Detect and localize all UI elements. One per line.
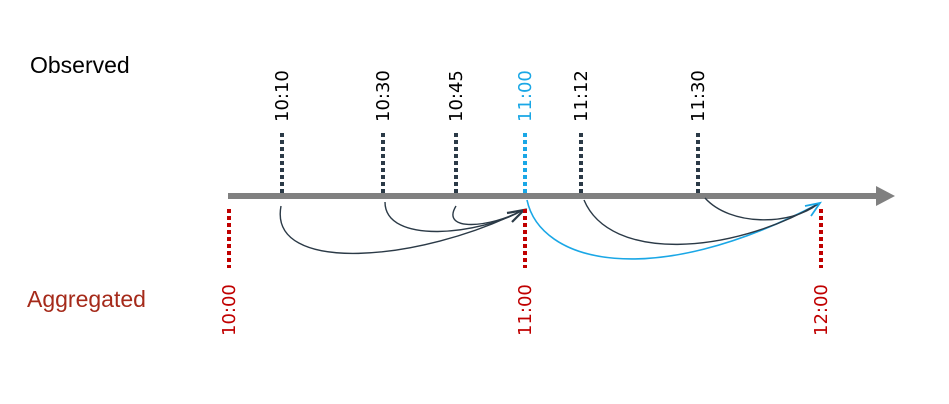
- axis-arrowhead-icon: [876, 186, 895, 206]
- aggregated-time-label: 11:00: [515, 284, 536, 336]
- observed-label: Observed: [30, 52, 130, 78]
- observed-time-label: 10:30: [373, 70, 394, 122]
- mapping-arrow: [452, 205, 524, 226]
- mapping-arrow: [384, 201, 524, 233]
- observed-time-label: 11:12: [571, 70, 592, 122]
- aggregated-time-label: 10:00: [219, 284, 240, 336]
- observed-time-label: 11:30: [688, 70, 709, 122]
- mapping-arrow: [583, 199, 819, 246]
- observed-time-label: 10:10: [272, 70, 293, 122]
- mapping-arrow: [526, 199, 819, 260]
- aggregated-time-label: 12:00: [811, 284, 832, 336]
- arrowhead-icon: [804, 201, 823, 217]
- mapping-arrow: [704, 197, 819, 221]
- mapping-arrow: [279, 205, 524, 255]
- observed-time-label: 11:00: [515, 70, 536, 122]
- aggregated-label: Aggregated: [27, 286, 146, 312]
- observed-time-label: 10:45: [446, 70, 467, 122]
